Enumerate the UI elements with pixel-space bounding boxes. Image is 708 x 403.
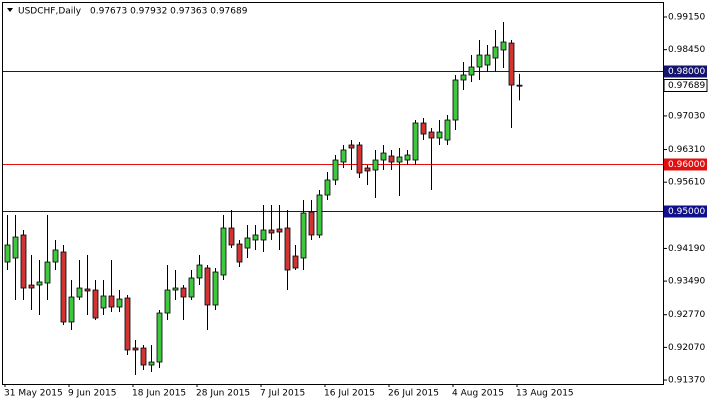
candle-body xyxy=(12,236,19,259)
candle-body xyxy=(508,42,515,86)
y-tick-label: 0.94190 xyxy=(668,244,705,254)
candle-body xyxy=(220,227,227,276)
candle-body xyxy=(428,131,435,139)
candle-body xyxy=(68,296,75,323)
candle-body xyxy=(276,228,283,233)
menu-triangle xyxy=(7,8,13,12)
candle-body xyxy=(380,152,387,161)
level-box xyxy=(664,158,707,171)
candle-body xyxy=(444,119,451,141)
candle-body xyxy=(228,227,235,246)
candle-body xyxy=(412,122,419,161)
x-tick-label: 28 Jun 2015 xyxy=(196,389,250,399)
candle-body xyxy=(44,261,51,284)
candle-body xyxy=(124,297,131,351)
y-tick-label: 0.93490 xyxy=(668,277,705,287)
candle-body xyxy=(108,295,115,308)
candle-body xyxy=(140,347,147,366)
candle-body xyxy=(92,289,99,319)
candle-body xyxy=(284,227,291,271)
candle-body xyxy=(476,54,483,68)
candle-body xyxy=(340,149,347,163)
candle-body xyxy=(196,264,203,279)
candle-body xyxy=(516,84,523,87)
candle-body xyxy=(348,144,355,149)
x-tick-label: 18 Jun 2015 xyxy=(132,389,186,399)
x-tick-label: 13 Aug 2015 xyxy=(516,389,574,399)
candle-body xyxy=(36,281,43,286)
candle-body xyxy=(84,288,91,292)
ohlc-text: 0.97673 0.97932 0.97363 0.97689 xyxy=(90,7,248,17)
level-label: 0.95000 xyxy=(668,207,705,217)
candle-body xyxy=(372,159,379,171)
last-price-label: 0.97689 xyxy=(668,81,705,91)
candle-body xyxy=(132,347,139,351)
x-tick-label: 7 Jul 2015 xyxy=(260,389,305,399)
candle-body xyxy=(52,249,59,263)
candle-body xyxy=(332,159,339,181)
candle-body xyxy=(116,298,123,308)
level-box xyxy=(664,205,707,218)
candle-body xyxy=(164,289,171,314)
candle-body xyxy=(60,251,67,323)
y-tick-label: 0.95610 xyxy=(668,178,705,188)
candle-body xyxy=(324,179,331,196)
candle-body xyxy=(100,295,107,309)
candle-body xyxy=(244,237,251,249)
candle-body xyxy=(28,284,35,289)
candle-body xyxy=(180,287,187,298)
candle-body xyxy=(468,66,475,76)
candle-body xyxy=(76,287,83,298)
x-tick-label: 9 Jun 2015 xyxy=(68,389,116,399)
y-tick-label: 0.92070 xyxy=(668,343,705,353)
y-tick-label: 0.92770 xyxy=(668,310,705,320)
level-label: 0.96000 xyxy=(668,160,705,170)
candle-body xyxy=(404,154,411,161)
candle-body xyxy=(396,156,403,163)
candle-body xyxy=(268,229,275,234)
candle-body xyxy=(172,287,179,291)
y-tick-label: 0.91370 xyxy=(668,376,705,386)
x-tick-label: 26 Jul 2015 xyxy=(388,389,439,399)
candle-body xyxy=(292,255,299,269)
candle-body xyxy=(452,79,459,121)
candle-body xyxy=(308,211,315,236)
y-tick-label: 0.99150 xyxy=(668,12,705,22)
candle-body xyxy=(148,361,155,366)
candle-body xyxy=(204,267,211,306)
candle-body xyxy=(4,244,11,263)
candle-body xyxy=(420,122,427,135)
candle-body xyxy=(460,74,467,81)
candle-body xyxy=(484,54,491,66)
candle-body xyxy=(212,271,219,306)
candle-body xyxy=(20,234,27,289)
candle-body xyxy=(388,155,395,163)
candle-body xyxy=(356,144,363,174)
candle-body xyxy=(364,167,371,172)
x-tick-label: 4 Aug 2015 xyxy=(452,389,504,399)
last-price-box xyxy=(663,79,708,92)
candle-body xyxy=(252,234,259,241)
candle-body xyxy=(492,46,499,59)
symbol: USDCHF,Daily xyxy=(18,7,82,17)
y-tick-label: 0.98450 xyxy=(668,45,705,55)
plot-frame xyxy=(2,2,664,385)
candle-body xyxy=(436,131,443,139)
y-tick-label: 0.97030 xyxy=(668,111,705,121)
x-tick-label: 16 Jul 2015 xyxy=(324,389,375,399)
candle-body xyxy=(156,312,163,363)
level-box xyxy=(664,65,707,78)
y-tick-label: 0.96310 xyxy=(668,145,705,155)
candle-body xyxy=(500,41,507,51)
x-tick-label: 31 May 2015 xyxy=(4,389,63,399)
candle-body xyxy=(260,229,267,241)
candle-body xyxy=(188,277,195,298)
candle-body xyxy=(300,212,307,259)
candle-body xyxy=(236,243,243,263)
candle-body xyxy=(316,194,323,236)
level-label: 0.98000 xyxy=(668,67,705,77)
